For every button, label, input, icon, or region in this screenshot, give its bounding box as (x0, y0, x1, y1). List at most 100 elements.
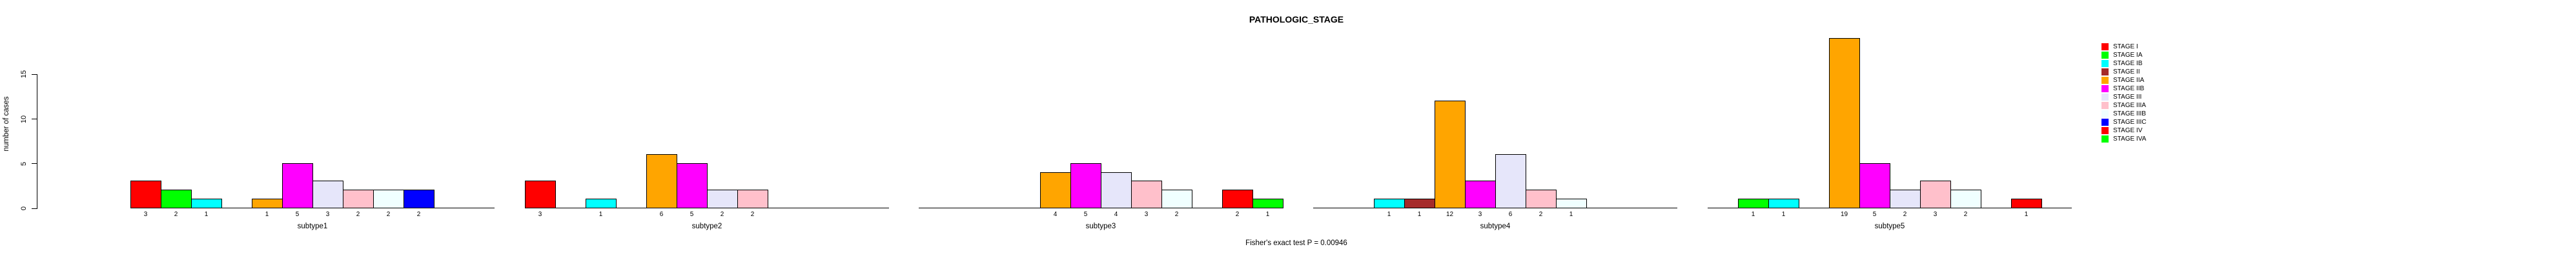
y-axis-title: number of cases (3, 96, 10, 152)
legend-swatch (2101, 118, 2109, 126)
bar-value-label: 2 (1538, 211, 1543, 218)
legend-swatch (2101, 59, 2109, 67)
legend-label: STAGE IIA (2113, 76, 2145, 84)
bar-value-label: 1 (1265, 211, 1270, 218)
legend-swatch (2101, 76, 2109, 84)
legend-label: STAGE III (2113, 93, 2142, 101)
fisher-test-annotation: Fisher's exact test P = 0.00946 (1245, 239, 1347, 247)
y-tick-label: 15 (20, 70, 28, 79)
bar-value-label: 3 (1144, 211, 1149, 218)
bar-value-label: 3 (325, 211, 330, 218)
x-axis-group-label: subtype3 (1085, 223, 1116, 230)
bar-stage-ib (586, 199, 617, 208)
bar-stage-iib (677, 163, 708, 208)
bar-stage-ib (1374, 199, 1405, 208)
bar-value-label: 5 (1083, 211, 1088, 218)
bar-stage-iiia (737, 190, 768, 208)
bar-value-label: 1 (265, 211, 269, 218)
bar-value-label: 2 (416, 211, 421, 218)
x-axis-group-label: subtype5 (1874, 223, 1905, 230)
bar-stage-iv (1222, 190, 1253, 208)
bar-stage-iiia (1920, 181, 1951, 208)
x-axis-group-label: subtype1 (297, 223, 328, 230)
legend-swatch (2101, 135, 2109, 143)
bar-stage-iii (1890, 190, 1921, 208)
bar-value-label: 3 (143, 211, 148, 218)
bar-stage-i (130, 181, 161, 208)
bar-stage-iii (1101, 172, 1132, 208)
bar-value-label: 1 (204, 211, 209, 218)
legend-label: STAGE IB (2113, 59, 2143, 67)
legend-swatch (2101, 43, 2109, 50)
bar-stage-iia (646, 154, 677, 208)
bar-stage-ib (1768, 199, 1799, 208)
bar-value-label: 12 (1446, 211, 1454, 218)
bar-stage-iii (312, 181, 343, 208)
legend-swatch (2101, 110, 2109, 117)
legend-label: STAGE IVA (2113, 135, 2147, 143)
legend-label: STAGE IV (2113, 127, 2143, 134)
bar-stage-iiia (1526, 190, 1557, 208)
legend-swatch (2101, 84, 2109, 92)
bar-stage-iib (1859, 163, 1890, 208)
legend-swatch (2101, 68, 2109, 75)
bar-stage-iii (1495, 154, 1526, 208)
bar-value-label: 2 (386, 211, 391, 218)
bar-stage-iva (1252, 199, 1283, 208)
bar-value-label: 1 (1417, 211, 1422, 218)
bar-value-label: 2 (174, 211, 178, 218)
y-tick-mark (32, 74, 37, 75)
bar-value-label: 1 (2024, 211, 2029, 218)
bar-value-label: 2 (1903, 211, 1907, 218)
bar-value-label: 3 (538, 211, 542, 218)
legend-label: STAGE II (2113, 68, 2140, 75)
bar-value-label: 4 (1114, 211, 1118, 218)
bar-stage-iv (2011, 199, 2042, 208)
bar-value-label: 1 (1387, 211, 1391, 218)
legend-label: STAGE IIIC (2113, 118, 2147, 126)
bar-value-label: 2 (720, 211, 724, 218)
bar-value-label: 1 (598, 211, 603, 218)
bar-stage-iiib (1950, 190, 1981, 208)
y-tick-mark (32, 163, 37, 164)
x-axis-group-label: subtype2 (691, 223, 722, 230)
bar-value-label: 5 (690, 211, 694, 218)
legend-swatch (2101, 127, 2109, 134)
bar-stage-ii (1404, 199, 1435, 208)
legend-swatch (2101, 93, 2109, 101)
bar-value-label: 3 (1933, 211, 1937, 218)
bar-stage-iiia (343, 190, 374, 208)
bar-stage-iia (1040, 172, 1071, 208)
bar-stage-iia (252, 199, 283, 208)
legend-swatch (2101, 101, 2109, 109)
bar-stage-ia (1738, 199, 1769, 208)
bar-value-label: 3 (1478, 211, 1482, 218)
chart-title: PATHOLOGIC_STAGE (1249, 14, 1344, 25)
y-tick-mark (32, 208, 37, 209)
bar-stage-iib (282, 163, 313, 208)
bar-stage-ib (191, 199, 222, 208)
bar-value-label: 19 (1840, 211, 1848, 218)
y-tick-label: 10 (20, 115, 28, 123)
bar-value-label: 2 (750, 211, 755, 218)
bar-value-label: 5 (295, 211, 300, 218)
bar-stage-iiia (1131, 181, 1162, 208)
bar-stage-iia (1435, 101, 1466, 208)
x-axis-group-label: subtype4 (1480, 223, 1511, 230)
bar-stage-iib (1070, 163, 1101, 208)
legend-label: STAGE IIB (2113, 84, 2145, 92)
legend-swatch (2101, 51, 2109, 59)
legend-label: STAGE IA (2113, 51, 2143, 59)
bar-value-label: 2 (1963, 211, 1968, 218)
bar-stage-iia (1829, 38, 1860, 208)
bar-stage-iiic (404, 190, 434, 208)
legend-label: STAGE IIIA (2113, 101, 2146, 109)
bar-stage-iib (1465, 181, 1496, 208)
bar-value-label: 1 (1781, 211, 1786, 218)
bar-stage-i (525, 181, 556, 208)
bar-stage-iiib (1161, 190, 1192, 208)
legend-label: STAGE I (2113, 43, 2138, 50)
y-tick-label: 5 (20, 161, 28, 166)
bar-stage-iiib (373, 190, 404, 208)
